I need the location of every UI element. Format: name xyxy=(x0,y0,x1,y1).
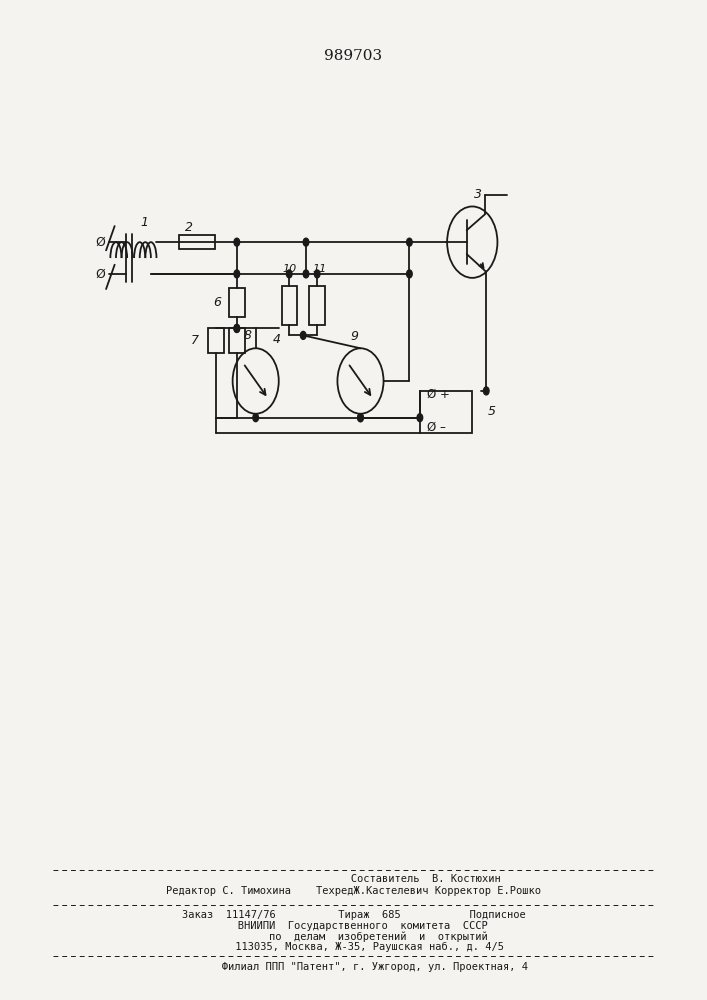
Text: Заказ  11147/76          Тираж  685           Подписное: Заказ 11147/76 Тираж 685 Подписное xyxy=(182,910,525,920)
Circle shape xyxy=(303,238,309,246)
Circle shape xyxy=(484,387,489,395)
Circle shape xyxy=(300,331,306,339)
Text: 989703: 989703 xyxy=(325,49,382,63)
Text: Филиал ППП "Патент", г. Ужгород, ул. Проектная, 4: Филиал ППП "Патент", г. Ужгород, ул. Про… xyxy=(178,962,529,972)
Text: 113035, Москва, Ж-35, Раушская наб., д. 4/5: 113035, Москва, Ж-35, Раушская наб., д. … xyxy=(204,942,503,952)
Text: Ø +: Ø + xyxy=(427,387,450,400)
Circle shape xyxy=(315,270,320,278)
Bar xyxy=(208,328,223,353)
Text: Ø –: Ø – xyxy=(427,421,445,434)
Bar xyxy=(281,286,297,325)
Text: ВНИИПИ  Государственного  комитета  СССР: ВНИИПИ Государственного комитета СССР xyxy=(219,921,488,931)
Bar xyxy=(229,288,245,317)
Circle shape xyxy=(407,270,412,278)
Bar xyxy=(310,286,325,325)
Text: 5: 5 xyxy=(488,405,496,418)
Circle shape xyxy=(417,414,423,422)
Circle shape xyxy=(407,238,412,246)
Bar xyxy=(420,391,472,433)
Text: Составитель  В. Костюхин: Составитель В. Костюхин xyxy=(206,874,501,884)
Circle shape xyxy=(234,270,240,278)
Text: 10: 10 xyxy=(282,264,296,274)
Circle shape xyxy=(303,270,309,278)
Circle shape xyxy=(253,414,259,422)
Bar xyxy=(229,328,245,353)
Text: Редактор С. Тимохина    ТехредЖ.Кастелевич Корректор Е.Рошко: Редактор С. Тимохина ТехредЖ.Кастелевич … xyxy=(166,886,541,896)
Circle shape xyxy=(358,414,363,422)
Text: 6: 6 xyxy=(214,296,221,309)
Circle shape xyxy=(234,238,240,246)
Text: 2: 2 xyxy=(185,221,193,234)
Text: 8: 8 xyxy=(244,329,252,342)
Text: 9: 9 xyxy=(351,330,359,343)
Text: Ø: Ø xyxy=(95,267,105,280)
Circle shape xyxy=(234,324,240,332)
Text: 11: 11 xyxy=(312,264,327,274)
Text: по  делам  изобретений  и  открытий: по делам изобретений и открытий xyxy=(219,932,488,942)
Circle shape xyxy=(286,270,292,278)
Circle shape xyxy=(234,324,240,332)
Text: 4: 4 xyxy=(273,333,281,346)
Text: 7: 7 xyxy=(191,334,199,347)
Bar xyxy=(179,235,215,249)
Circle shape xyxy=(358,414,363,422)
Text: Ø: Ø xyxy=(95,236,105,249)
Text: 1: 1 xyxy=(140,216,148,229)
Text: 3: 3 xyxy=(474,188,482,201)
